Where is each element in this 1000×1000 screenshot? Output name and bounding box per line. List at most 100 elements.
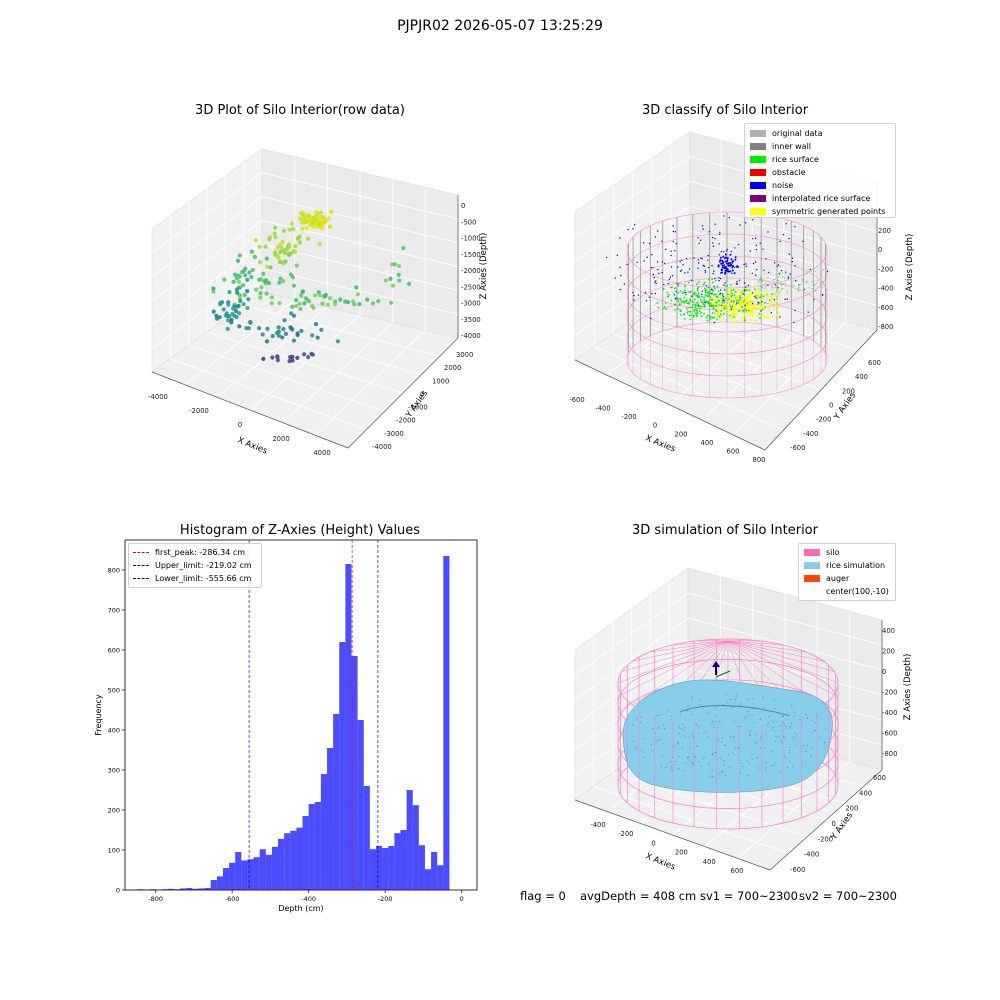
classify-point [686,311,689,314]
raw-data-point [327,224,333,229]
classify-point [741,306,743,308]
rice-mesh-dot [687,710,689,712]
classify-point [721,293,724,295]
raw-data-point [276,325,281,330]
classify-point [789,273,791,275]
classify-point [697,237,699,239]
rice-mesh-dot [789,747,791,748]
rice-mesh-dot [735,699,737,701]
rice-mesh-dot [739,702,741,704]
classify-point [733,300,735,303]
classify-point [721,271,723,274]
classify-point [732,314,735,317]
classify-point [774,278,776,280]
classify-point [728,289,731,293]
classify-point [815,282,818,284]
classify-point [738,279,741,281]
rice-mesh-dot [690,747,692,749]
classify-point [765,286,767,288]
classify-point [719,295,723,299]
classify-point [776,265,778,267]
classify-point [703,281,706,284]
classify-point [755,244,758,247]
classify-point [722,301,725,303]
raw-z-label: Z Axies (Depth) [479,233,489,300]
histogram-bar [253,857,260,890]
histogram-bar [418,845,425,890]
classify-point [646,256,648,258]
classify-point [775,285,777,287]
rice-mesh-dot [805,714,807,716]
raw-data-point [221,307,226,312]
raw-data-point [234,287,239,292]
simulation-z-tick: -400 [882,709,897,717]
raw-data-point [291,283,297,288]
raw-data-point [322,219,327,224]
classify-point [724,253,727,256]
raw-data-point [211,309,216,314]
classify-point [725,285,727,287]
classify-point [717,311,720,314]
rice-mesh-dot [711,770,713,772]
classify-point [724,282,726,284]
raw-data-point [320,226,325,231]
classify-point [721,264,724,267]
rice-mesh-dot [815,722,817,724]
histogram-bar [412,805,419,890]
classify-point [757,294,760,297]
classify-point [766,306,769,309]
classify-point [734,313,737,316]
classify-point [788,253,791,255]
classify-point [807,311,809,313]
raw-data-point [261,271,266,276]
classify-point [814,270,817,272]
classify-point [701,290,704,292]
classify-point [749,250,752,252]
rice-mesh-dot [707,713,709,715]
rice-mesh-dot [783,736,785,737]
raw-y-tick: 2000 [444,364,461,372]
rice-mesh-dot [772,720,774,722]
legend-swatch [804,548,820,556]
classify-point [784,298,786,300]
rice-mesh-dot [765,762,767,763]
classify-point [656,261,659,263]
classify-point [789,277,791,279]
raw-data-point [321,215,326,220]
classify-x-tick: 400 [701,439,714,447]
rice-mesh-dot [733,706,735,708]
rice-mesh-dot [784,756,785,757]
raw-data-point [280,335,285,340]
legend-swatch [750,168,766,176]
classify-point [733,266,736,268]
classify-point [698,242,700,245]
raw-data-point [289,326,294,331]
classify-point [814,284,816,286]
raw-data-point [300,289,305,294]
classify-point [711,288,713,290]
classify-point [736,302,738,304]
classify-point [715,309,717,311]
x-tick-label: -400 [301,895,316,903]
simulation-panel-title: 3D simulation of Silo Interior [632,523,818,538]
classify-point [736,281,738,283]
classify-point [765,258,767,260]
classify-point [684,272,686,274]
classify-point [711,316,714,319]
rice-mesh-dot [746,698,748,700]
classify-point [681,301,683,304]
classify-point [677,283,679,285]
classify-point [650,267,652,269]
x-tick-label: 0 [460,895,464,903]
classify-point [689,310,692,313]
classify-point [680,310,682,313]
rice-mesh-dot [644,737,646,739]
x-tick-label: -800 [148,895,163,903]
classify-point [619,266,621,268]
rice-mesh-dot [725,694,727,696]
classify-legend-item: obstacle [750,166,806,178]
classify-point [736,283,738,285]
raw-data-point [241,302,246,307]
classify-point [711,311,714,314]
classify-point [713,293,716,296]
